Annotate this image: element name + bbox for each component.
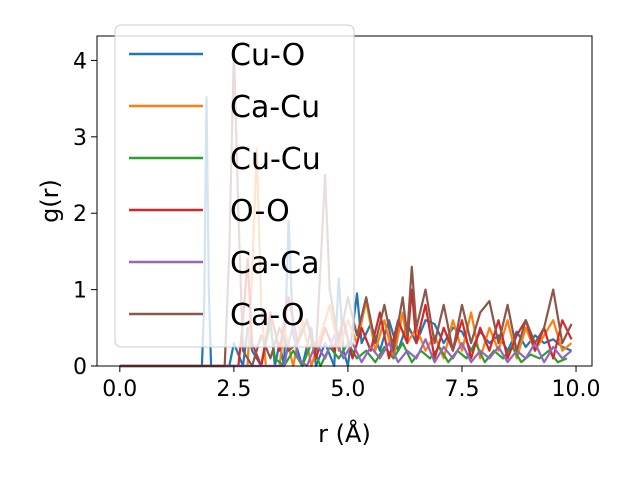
y-tick-label: 2: [73, 202, 87, 227]
legend-label: Ca-Ca: [230, 246, 320, 281]
x-tick-label: 7.5: [444, 377, 479, 402]
x-axis: 0.0 2.5 5.0 7.5 10.0: [102, 366, 601, 402]
y-axis: 0 1 2 3 4: [73, 49, 97, 380]
x-tick-label: 2.5: [216, 377, 251, 402]
legend-label: O-O: [230, 194, 290, 229]
legend-label: Ca-O: [230, 298, 305, 333]
x-tick-label: 0.0: [102, 377, 137, 402]
legend-label: Cu-O: [230, 38, 305, 73]
x-axis-label: r (Å): [318, 419, 371, 448]
legend: Cu-O Ca-Cu Cu-Cu O-O Ca-Ca Ca-O: [114, 24, 355, 348]
y-tick-label: 3: [73, 126, 87, 151]
y-tick-label: 0: [73, 355, 87, 380]
legend-label: Ca-Cu: [230, 90, 320, 125]
x-tick-label: 5.0: [330, 377, 365, 402]
legend-label: Cu-Cu: [230, 142, 321, 177]
x-tick-label: 10.0: [552, 377, 601, 402]
y-tick-label: 4: [73, 49, 87, 74]
series-line-ca-ca: [119, 322, 573, 368]
y-axis-label: g(r): [36, 179, 64, 223]
y-tick-label: 1: [73, 279, 87, 304]
